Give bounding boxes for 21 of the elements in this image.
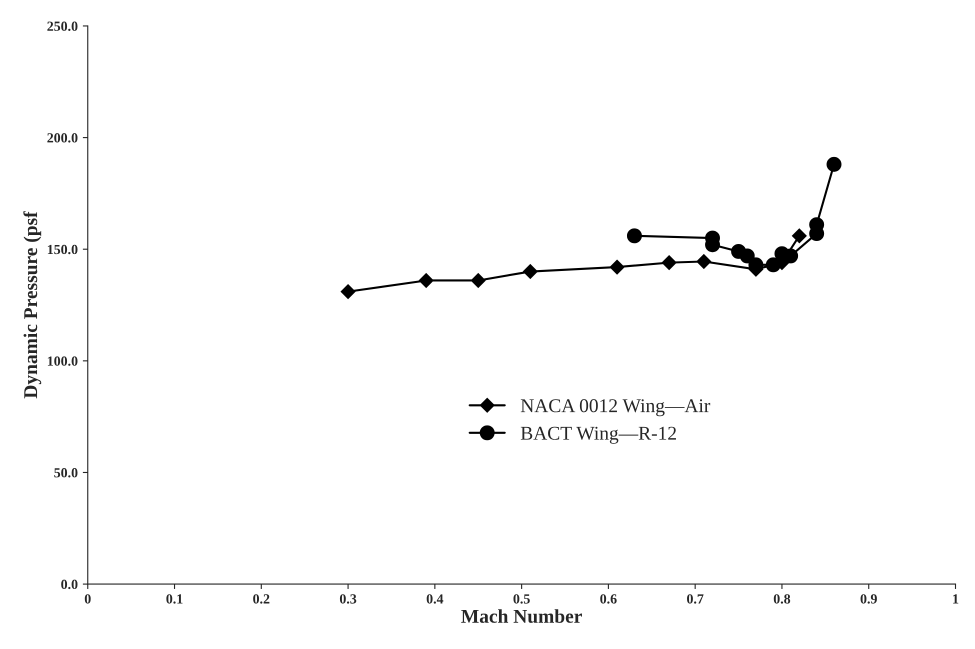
y-tick-label: 50.0 xyxy=(54,468,78,478)
legend-label: BACT Wing—R-12 xyxy=(520,426,676,444)
x-tick-label: 0.5 xyxy=(513,594,530,604)
y-tick-label: 250.0 xyxy=(47,22,78,31)
x-tick-label: 0.9 xyxy=(860,594,877,604)
x-tick-label: 0.6 xyxy=(600,594,617,604)
x-tick-label: 0.4 xyxy=(426,594,444,604)
x-axis-title: Mach Number xyxy=(461,609,582,623)
x-tick-label: 0.3 xyxy=(340,594,356,604)
x-tick-label: 0.7 xyxy=(687,594,704,604)
x-tick-label: 0.1 xyxy=(166,594,182,604)
y-tick-label: 0.0 xyxy=(61,580,78,590)
x-tick-label: 0.2 xyxy=(253,594,270,604)
y-tick-label: 100.0 xyxy=(48,356,78,366)
y-tick-label: 150.0 xyxy=(48,244,78,254)
x-tick-label: 0.8 xyxy=(774,594,790,604)
y-axis-title: Dynamic Pressure (psf xyxy=(23,211,42,398)
legend-label: NACA 0012 Wing—Air xyxy=(520,399,710,416)
y-tick-label: 200.0 xyxy=(47,133,78,143)
x-tick-label: 1 xyxy=(953,594,958,604)
x-tick-label: 0 xyxy=(84,594,91,604)
